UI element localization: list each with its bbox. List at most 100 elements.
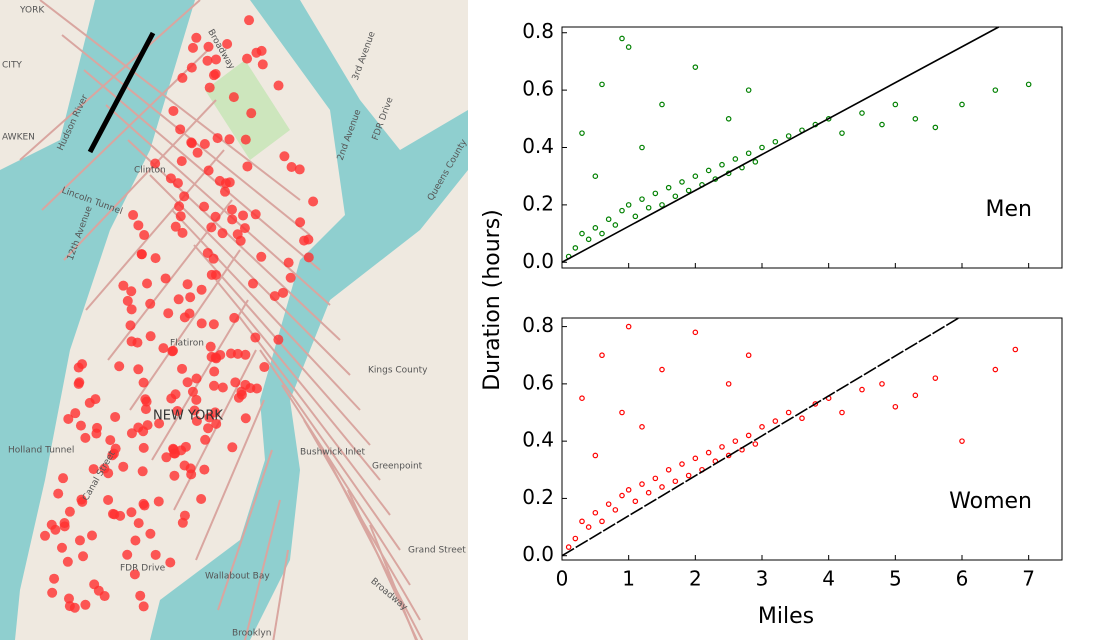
point: [632, 498, 639, 505]
point: [625, 202, 632, 208]
station: [273, 334, 284, 345]
plot-frame: [561, 317, 1063, 561]
station: [138, 601, 149, 612]
road: [243, 499, 281, 640]
point: [1012, 346, 1019, 353]
station: [90, 394, 101, 405]
station: [167, 346, 178, 357]
point: [572, 535, 579, 542]
station: [99, 591, 110, 602]
x-tick-label: 7: [1022, 567, 1035, 591]
station: [137, 466, 148, 477]
station: [285, 272, 296, 283]
point: [859, 386, 865, 393]
point: [579, 130, 585, 136]
station: [62, 556, 73, 567]
point: [745, 432, 752, 439]
road: [272, 549, 289, 640]
point: [599, 352, 605, 359]
station: [63, 593, 74, 604]
station: [204, 412, 215, 423]
station: [206, 222, 217, 233]
station: [169, 448, 180, 459]
road: [19, 0, 201, 161]
y-tick-label: 0.2: [522, 485, 554, 509]
station: [130, 535, 141, 546]
point: [592, 452, 599, 459]
station: [209, 366, 220, 377]
station: [179, 510, 190, 521]
station: [142, 278, 153, 289]
station: [217, 382, 228, 393]
station: [203, 423, 214, 434]
station: [250, 332, 261, 343]
station: [125, 320, 136, 331]
station: [103, 494, 114, 505]
station: [126, 304, 137, 315]
station: [232, 229, 243, 240]
point: [585, 524, 592, 530]
point: [619, 207, 625, 214]
point: [599, 81, 605, 88]
station: [133, 518, 144, 529]
station: [208, 319, 219, 330]
station: [202, 247, 213, 258]
station: [126, 286, 137, 297]
station: [212, 133, 223, 144]
point: [859, 110, 865, 116]
point: [619, 35, 625, 42]
station: [64, 601, 75, 612]
point: [725, 116, 732, 122]
point: [719, 444, 725, 450]
station: [135, 590, 146, 601]
point: [752, 159, 759, 165]
map-label: FDR Drive: [120, 564, 166, 574]
station: [242, 161, 253, 172]
road: [85, 149, 225, 311]
station: [74, 535, 85, 546]
station: [138, 426, 149, 437]
station: [154, 418, 165, 429]
point: [625, 323, 632, 330]
station: [128, 210, 139, 221]
point: [692, 64, 699, 70]
station: [77, 359, 88, 370]
station: [204, 82, 215, 93]
point: [639, 481, 645, 487]
station: [185, 292, 196, 303]
point: [592, 225, 599, 231]
station: [145, 528, 156, 539]
station: [59, 518, 70, 529]
point: [745, 87, 752, 93]
station: [259, 362, 270, 373]
station: [150, 253, 161, 264]
station: [303, 252, 314, 263]
station: [210, 352, 221, 363]
point: [672, 193, 679, 200]
y-tick-label: 0.0: [522, 249, 554, 273]
x-tick-label: 4: [822, 567, 835, 591]
station: [211, 54, 222, 65]
station: [58, 473, 69, 484]
point: [659, 366, 665, 373]
point: [932, 124, 939, 131]
station: [186, 469, 197, 480]
map-label: Brooklyn: [232, 629, 271, 639]
station: [222, 38, 233, 49]
map-label: CITY: [2, 61, 22, 71]
station: [187, 386, 198, 397]
point: [659, 202, 665, 208]
point: [725, 381, 732, 387]
point: [692, 329, 699, 336]
station: [182, 279, 193, 290]
station: [191, 416, 202, 427]
point: [745, 150, 752, 157]
point: [705, 167, 712, 174]
station: [248, 278, 259, 289]
point: [692, 455, 699, 462]
map-label: Holland Tunnel: [8, 446, 74, 456]
fit-line: [561, 26, 1000, 263]
point: [685, 187, 692, 194]
map-label: Bushwick Inlet: [300, 448, 366, 458]
station: [228, 92, 239, 103]
